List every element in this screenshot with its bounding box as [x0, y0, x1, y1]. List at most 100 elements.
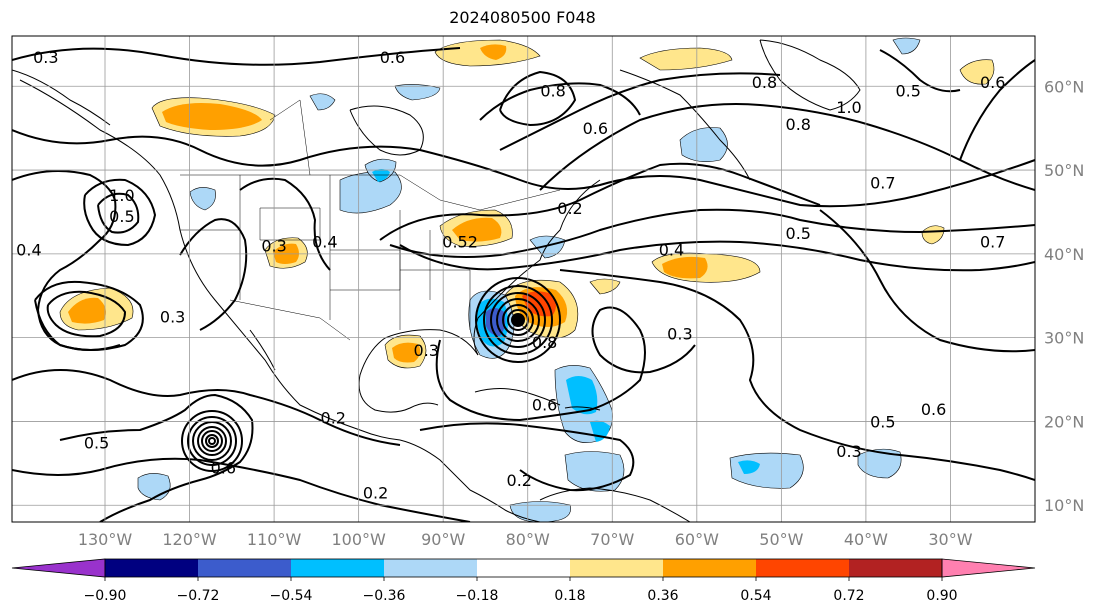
negative-anomaly-patch: [738, 460, 760, 474]
negative-anomaly-patch: [394, 84, 441, 101]
longitude-tick-label: 50°W: [759, 530, 803, 549]
contour-line: [539, 103, 1035, 191]
political-borders: [180, 99, 561, 341]
colorbar-extend-min: [11, 558, 106, 578]
colorbar-segment: [198, 559, 292, 577]
contour-label: 0.3: [33, 48, 58, 67]
positive-anomaly-patch: [68, 297, 106, 324]
contour-label: 0.3: [160, 308, 185, 327]
state-line: [269, 99, 311, 176]
colorbar-segment: [570, 559, 664, 577]
colorbar-tick-label: −0.72: [177, 588, 220, 604]
contour-label: 0.2: [557, 199, 582, 218]
hurricane-contour-ring: [490, 292, 546, 348]
gulf-coast: [358, 329, 479, 413]
latitude-tick-label: 30°N: [1044, 329, 1084, 348]
longitude-tick-label: 130°W: [78, 530, 133, 549]
us-mexico-border: [229, 299, 351, 341]
latitude-tick-label: 20°N: [1044, 412, 1084, 431]
labrador-coast: [619, 69, 751, 181]
colorbar-segment: [849, 559, 943, 577]
hurricane-contour-ring: [483, 285, 553, 355]
contour-label: 0.2: [363, 484, 388, 503]
longitude-tick-labels: 130°W 120°W 110°W 100°W 90°W 80°W 70°W 60°W 50°W…: [78, 530, 973, 549]
negative-anomaly-patch: [309, 93, 336, 111]
negative-anomaly-patch: [529, 235, 566, 259]
contour-line: [959, 59, 1035, 161]
hurricane-contour-ring: [496, 298, 540, 342]
contour-ring: [187, 416, 237, 466]
gulf-of-california: [249, 329, 276, 371]
contour-line: [97, 192, 140, 234]
contour-line: [34, 280, 144, 351]
colorbar-tick-labels: −0.90 −0.72 −0.54 −0.36 −0.18 0.18 0.36 0.54 0.7…: [84, 577, 958, 604]
contour-label: 0.5: [870, 412, 895, 431]
contour-ring: [201, 430, 223, 452]
colorbar-tick-label: 0.72: [833, 588, 864, 604]
contour-line: [389, 208, 1035, 259]
contour-label: 0.6: [583, 119, 608, 138]
contour-label: 0.6: [980, 73, 1005, 92]
longitude-tick-label: 80°W: [506, 530, 550, 549]
contour-label: 1.0: [109, 186, 134, 205]
hurricane-contour-ring: [475, 277, 561, 363]
contour-label: 0.6: [532, 396, 557, 415]
contour-line: [59, 393, 254, 522]
contour-label: 0.5: [895, 81, 920, 100]
longitude-tick-label: 30°W: [928, 530, 972, 549]
contour-label: 0.5: [109, 207, 134, 226]
colorbar-segment: [291, 559, 385, 577]
negative-anomaly-patch: [679, 127, 728, 162]
contour-label: 0.8: [752, 73, 777, 92]
contour-label: 0.3: [667, 324, 692, 343]
contour-label: 0.8: [540, 81, 565, 100]
contour-line: [46, 290, 127, 338]
latitude-tick-labels: 10°N 20°N 30°N 40°N 50°N 60°N: [1044, 77, 1084, 515]
contour-label: 0.7: [980, 232, 1005, 251]
contour-line: [879, 49, 961, 93]
contour-label: 0.8: [786, 115, 811, 134]
negative-anomaly-patch: [372, 169, 390, 182]
negative-anomaly-patch: [892, 37, 921, 55]
negative-anomaly-patch: [566, 376, 598, 415]
contour-label: 0.6: [921, 400, 946, 419]
map-title: 2024080500 F048: [449, 8, 596, 27]
contour-line: [819, 209, 1035, 353]
contour-line: [12, 129, 1035, 208]
contour-ring: [192, 421, 232, 461]
colorbar-segment: [756, 559, 850, 577]
colorbar-extend-max: [941, 558, 1036, 578]
contour-label: 0.3: [261, 236, 286, 255]
latitude-tick-label: 50°N: [1044, 161, 1084, 180]
colorbar-segment: [105, 559, 199, 577]
colorbar: [11, 558, 1036, 578]
negative-anomaly-patch: [189, 187, 216, 211]
contour-ring: [197, 426, 227, 456]
contour-label: 0.8: [532, 333, 557, 352]
contour-lines: [12, 47, 1035, 522]
colorbar-tick-label: −0.54: [270, 588, 313, 604]
state-line: [400, 269, 471, 330]
colorbar-segment: [477, 559, 571, 577]
hurricane-center: [511, 313, 525, 327]
contour-ring: [208, 437, 216, 445]
contour-label: 0.7: [870, 174, 895, 193]
contour-line: [499, 72, 781, 151]
colorbar-tick-label: 0.54: [740, 588, 771, 604]
positive-anomaly-patch: [639, 47, 733, 71]
coastlines: [12, 39, 861, 522]
contour-label: 0.5: [786, 224, 811, 243]
contour-ring: [205, 434, 219, 448]
contour-line: [12, 47, 461, 66]
colorbar-tick-label: −0.36: [363, 588, 406, 604]
contour-line: [239, 177, 331, 271]
contour-label: 0.4: [312, 232, 337, 251]
contour-label: 0.52: [442, 232, 478, 251]
colorbar-tick-label: 0.18: [554, 588, 585, 604]
colorbar-border: [104, 558, 943, 578]
positive-anomaly-patch: [162, 103, 262, 130]
positive-anomaly-patch: [452, 217, 502, 242]
us-canada-border: [180, 174, 561, 211]
positive-anomaly-patch: [392, 342, 421, 363]
